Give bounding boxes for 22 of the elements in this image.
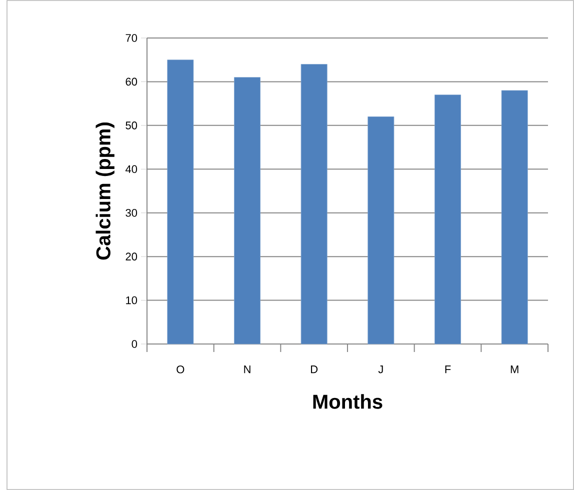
x-tick-label: J bbox=[378, 366, 383, 374]
y-tick-label: 60 bbox=[126, 78, 138, 86]
x-axis-title: Months bbox=[313, 394, 382, 409]
x-tick-label: O bbox=[176, 366, 184, 374]
x-tick-label: N bbox=[244, 366, 250, 374]
y-tick-label: 40 bbox=[125, 165, 138, 174]
x-tick-label: D bbox=[311, 366, 318, 374]
y-tick-label: 0 bbox=[132, 340, 138, 348]
y-tick-label: 10 bbox=[126, 296, 138, 304]
y-tick-label: 30 bbox=[126, 208, 138, 217]
bar bbox=[501, 90, 528, 344]
bar bbox=[234, 77, 260, 344]
x-tick-label: M bbox=[510, 366, 518, 374]
y-axis-title: Calcium (ppm) bbox=[96, 122, 114, 260]
x-tick-label: F bbox=[445, 366, 451, 374]
bar bbox=[368, 116, 394, 344]
y-tick-label: 70 bbox=[126, 34, 138, 42]
bar bbox=[434, 94, 461, 344]
bar bbox=[300, 64, 328, 344]
y-tick-label: 20 bbox=[126, 252, 138, 260]
bar bbox=[167, 60, 194, 344]
y-tick-label: 50 bbox=[126, 122, 138, 130]
